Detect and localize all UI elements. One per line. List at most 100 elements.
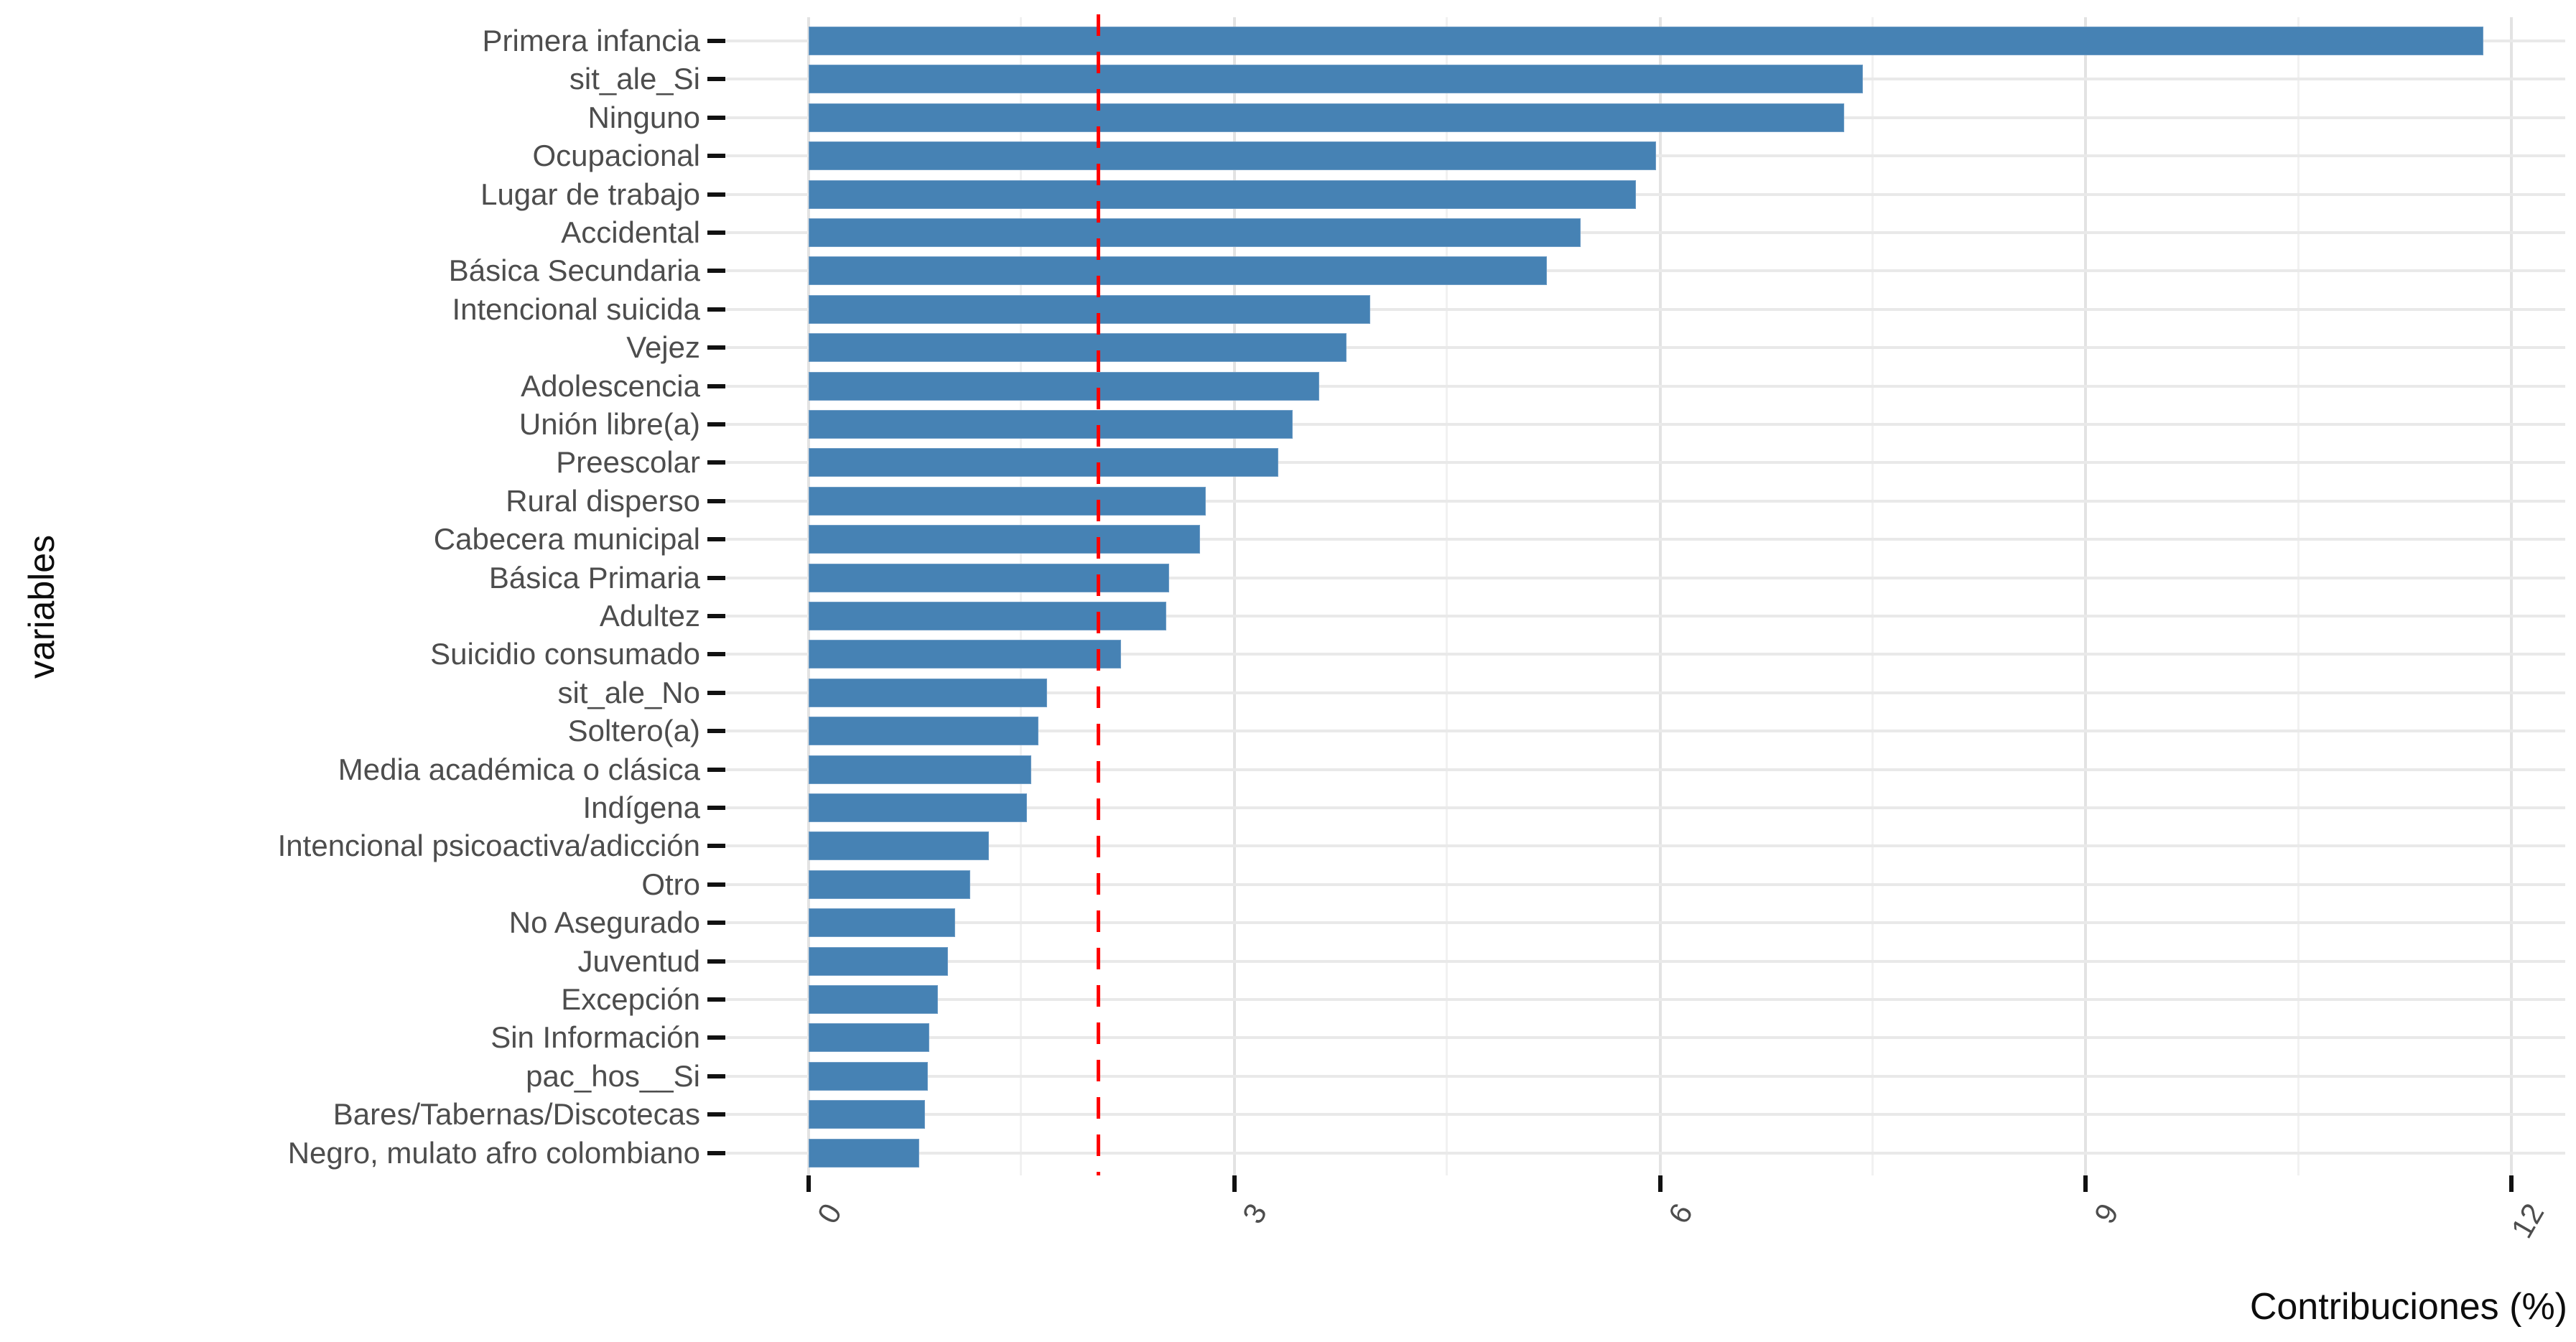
x-tick-mark <box>1657 1175 1663 1192</box>
bar-19 <box>809 717 1039 746</box>
category-gridline <box>724 1113 2565 1117</box>
y-tick-mark <box>707 460 725 465</box>
bar-24 <box>809 908 955 938</box>
bar-25 <box>809 946 948 976</box>
y-tick-mark <box>707 1112 725 1117</box>
bar-8 <box>809 294 1371 324</box>
y-tick-mark <box>707 1073 725 1078</box>
bar-6 <box>809 218 1581 247</box>
reference-dashed-line <box>1097 14 1101 1175</box>
bar-20 <box>809 755 1032 784</box>
y-tick-label: Intencional suicida <box>452 292 700 326</box>
y-tick-mark <box>707 422 725 427</box>
y-tick-label: Cabecera municipal <box>433 522 700 556</box>
y-tick-label: Soltero(a) <box>567 714 700 748</box>
major-gridline-x <box>1232 17 1236 1175</box>
category-gridline <box>724 844 2565 848</box>
y-tick-mark <box>707 690 725 695</box>
y-tick-label: Adultez <box>599 599 700 633</box>
category-gridline <box>724 538 2565 541</box>
category-gridline <box>724 231 2565 234</box>
y-tick-mark <box>707 345 725 350</box>
y-tick-label: Accidental <box>561 215 700 249</box>
x-tick-mark <box>1232 1175 1237 1192</box>
bar-22 <box>809 831 989 861</box>
y-tick-mark <box>707 115 725 120</box>
y-tick-label: Media académica o clásica <box>338 752 700 786</box>
category-gridline <box>724 921 2565 925</box>
bar-15 <box>809 563 1169 592</box>
y-tick-label: Intencional psicoactiva/adicción <box>277 829 700 863</box>
y-tick-label: Otro <box>641 867 700 901</box>
y-tick-label: Negro, mulato afro colombiano <box>287 1135 700 1170</box>
y-tick-label: Indígena <box>582 791 701 824</box>
major-gridline-x <box>2084 17 2088 1175</box>
bar-11 <box>809 410 1293 439</box>
y-tick-mark <box>707 1035 725 1040</box>
y-tick-label: No Asegurado <box>508 905 700 940</box>
y-tick-label: sit_ale_No <box>557 675 700 709</box>
major-gridline-x <box>807 17 810 1175</box>
y-tick-mark <box>707 959 725 964</box>
bar-27 <box>809 1023 929 1053</box>
category-gridline <box>724 384 2565 388</box>
bar-5 <box>809 180 1636 209</box>
y-tick-mark <box>707 230 725 235</box>
y-tick-label: Unión libre(a) <box>519 407 700 441</box>
y-tick-mark <box>707 498 725 503</box>
y-tick-label: Juventud <box>577 943 700 978</box>
x-axis-title: Contribuciones (%) <box>2249 1286 2567 1328</box>
bar-9 <box>809 333 1347 363</box>
bar-18 <box>809 678 1047 707</box>
x-tick-mark <box>806 1175 811 1192</box>
bar-28 <box>809 1061 928 1091</box>
y-tick-label: Vejez <box>626 330 700 365</box>
y-tick-mark <box>707 39 725 43</box>
category-gridline <box>724 768 2565 771</box>
x-tick-mark <box>2509 1175 2514 1192</box>
category-gridline <box>724 882 2565 886</box>
bar-17 <box>809 640 1121 669</box>
bar-13 <box>809 486 1206 516</box>
bar-16 <box>809 602 1166 630</box>
bar-10 <box>809 371 1320 401</box>
bar-30 <box>809 1138 920 1168</box>
y-tick-mark <box>707 882 725 887</box>
y-tick-mark <box>707 767 725 772</box>
bar-29 <box>809 1100 926 1129</box>
y-tick-mark <box>707 192 725 197</box>
y-tick-mark <box>707 269 725 274</box>
category-gridline <box>724 307 2565 311</box>
y-tick-label: Ninguno <box>587 100 700 134</box>
y-tick-mark <box>707 729 725 734</box>
x-tick-label: 0 <box>810 1198 848 1229</box>
y-tick-label: Básica Secundaria <box>448 253 700 288</box>
major-gridline-x <box>1658 17 1662 1175</box>
y-tick-mark <box>707 383 725 388</box>
category-gridline <box>724 806 2565 809</box>
y-tick-label: Preescolar <box>556 445 700 480</box>
y-tick-mark <box>707 921 725 926</box>
bar-26 <box>809 985 938 1014</box>
y-tick-label: Bares/Tabernas/Discotecas <box>333 1097 700 1132</box>
bar-7 <box>809 256 1547 286</box>
category-gridline <box>724 998 2565 1001</box>
bar-23 <box>809 870 971 899</box>
category-gridline <box>724 1151 2565 1155</box>
minor-gridline-x <box>1020 17 1023 1175</box>
category-gridline <box>724 423 2565 426</box>
category-gridline <box>724 192 2565 196</box>
y-tick-label: Primera infancia <box>482 24 700 57</box>
bar-3 <box>809 103 1845 132</box>
category-gridline <box>724 499 2565 503</box>
y-tick-mark <box>707 575 725 580</box>
y-axis-title: variables <box>22 534 62 679</box>
y-tick-label: Adolescencia <box>521 368 700 403</box>
y-tick-label: Ocupacional <box>532 139 700 173</box>
y-tick-mark <box>707 154 725 159</box>
y-tick-mark <box>707 1150 725 1155</box>
bar-12 <box>809 448 1279 477</box>
y-tick-mark <box>707 77 725 82</box>
y-tick-label: Lugar de trabajo <box>480 177 700 211</box>
